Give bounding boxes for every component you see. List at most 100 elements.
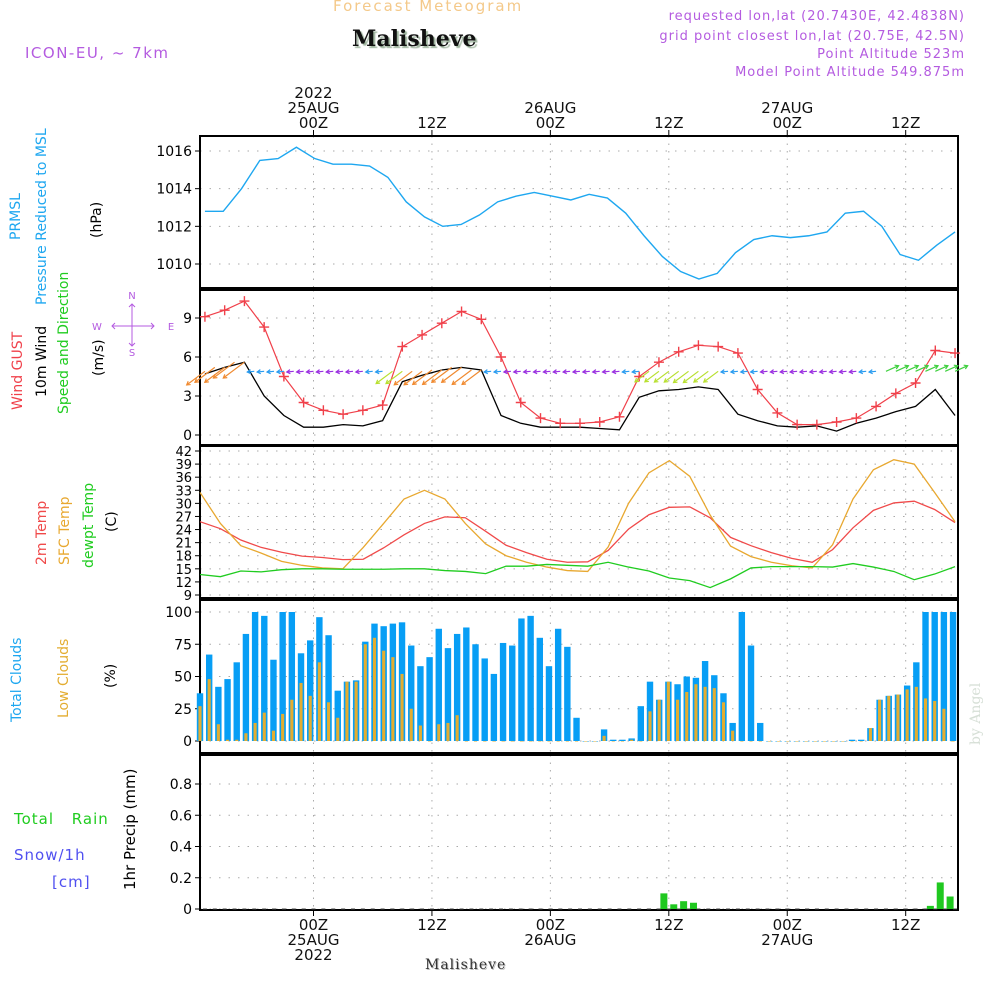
- total-clouds-bar: [949, 612, 957, 741]
- total-clouds-bar: [334, 690, 341, 741]
- wind-arrow-head: [334, 369, 340, 375]
- wind-arrow-head: [532, 369, 538, 375]
- low-clouds-bar: [501, 741, 505, 742]
- gust-marker: [338, 409, 349, 420]
- y-tick-label: 0.4: [170, 840, 192, 856]
- low-clouds-bar: [400, 673, 404, 741]
- total-clouds-bar: [600, 729, 608, 741]
- wind-arrow: [703, 370, 719, 383]
- wind-arrow: [213, 361, 235, 379]
- y-tick-label: 9: [184, 589, 192, 604]
- wind-arrow-head: [512, 369, 518, 375]
- total-clouds-bar: [417, 666, 424, 741]
- wind-arrow: [809, 370, 817, 373]
- wind-arrow-head: [914, 364, 920, 370]
- total-clouds-bar: [472, 644, 479, 741]
- y-tick-label: 1016: [156, 144, 192, 160]
- low-clouds-bar: [574, 741, 579, 742]
- total-clouds-bar: [940, 612, 948, 741]
- total-rain-label: Total Rain: [14, 810, 109, 828]
- low-clouds-bar: [244, 733, 248, 741]
- total-clouds-bar: [848, 739, 856, 741]
- wind-arrow-head: [858, 369, 864, 375]
- wind-arrow: [266, 370, 275, 373]
- wind-arrow-head: [275, 369, 281, 375]
- total-clouds-bar: [858, 739, 865, 741]
- wind-arrow: [634, 370, 650, 383]
- wind-arrow-head: [440, 378, 446, 383]
- wind-arrow: [885, 365, 899, 372]
- wind-arrow-head: [749, 369, 755, 375]
- compass-icon: N S W E: [92, 291, 174, 358]
- wind-arrow-head: [451, 380, 457, 386]
- wind-arrow: [326, 370, 334, 373]
- low-clouds-bar: [345, 681, 349, 741]
- low-clouds-bar: [822, 741, 827, 742]
- low-clouds-bar: [841, 741, 845, 742]
- x-tick-label-bottom: 12Z: [417, 916, 446, 934]
- wind-arrow: [770, 370, 778, 373]
- low-clouds-bar: [253, 722, 257, 741]
- y-tick-label: 12: [175, 576, 192, 591]
- wind-arrow: [375, 370, 393, 385]
- wind-arrow-head: [483, 369, 489, 375]
- wind-arrow: [935, 365, 949, 372]
- wind-arrow-head: [828, 369, 834, 375]
- x-tick-label-bottom: 27AUG: [761, 931, 813, 949]
- low-clouds-bar: [464, 741, 468, 742]
- rain-bar: [680, 901, 688, 909]
- low-clouds-bar: [914, 686, 918, 741]
- low-clouds-bar: [372, 637, 377, 741]
- y-tick-label: 39: [175, 458, 192, 473]
- low-clouds-bar: [611, 741, 615, 742]
- wind-arrow-head: [739, 369, 745, 375]
- x-tick-label-top: 00Z: [536, 114, 565, 132]
- low-clouds-bar: [483, 741, 487, 742]
- gust-marker: [772, 407, 783, 418]
- y-tick-label: 36: [175, 471, 192, 486]
- total-clouds-bar: [435, 628, 442, 741]
- low-clouds-bar: [666, 681, 670, 741]
- total-clouds-bar: [646, 681, 654, 741]
- low-clouds-bar: [437, 724, 441, 741]
- total-clouds-bar: [637, 706, 645, 741]
- total-clouds-bar: [518, 618, 525, 741]
- gust-marker: [259, 322, 270, 333]
- wind-arrow-head: [702, 378, 708, 383]
- wind-arrow: [222, 361, 245, 379]
- x-tick-label-top: 26AUG: [524, 99, 576, 117]
- wind-arrow-head: [421, 380, 427, 386]
- x-tick-label-top: 00Z: [773, 114, 802, 132]
- y-tick-label: 0: [183, 902, 192, 918]
- x-tick-label-bottom: 00Z: [536, 916, 565, 934]
- low-clouds-bar: [767, 741, 771, 742]
- gust-marker: [693, 340, 704, 351]
- gust-marker: [930, 345, 941, 356]
- wind-arrow-head: [808, 369, 814, 375]
- low-clouds-bar: [290, 699, 294, 741]
- chart-title: Malisheve: [352, 26, 477, 52]
- wind-arrow-head: [492, 369, 498, 375]
- low-clouds-bar: [336, 717, 340, 741]
- wind-arrow: [612, 370, 620, 373]
- x-tick-label-top: 12Z: [891, 114, 920, 132]
- total-clouds-bar: [453, 633, 461, 741]
- wind-arrow-head: [904, 364, 910, 370]
- y-tick-label: 1010: [156, 257, 192, 273]
- low-clouds-bar: [455, 715, 459, 741]
- wind-arrow-head: [769, 369, 775, 375]
- gust-marker: [476, 314, 487, 325]
- compass-e: E: [168, 322, 174, 333]
- wind-arrow-head: [393, 380, 399, 386]
- x-tick-label-top: 2022: [294, 84, 332, 102]
- gust-marker: [417, 329, 428, 340]
- low-clouds-bar: [446, 722, 450, 741]
- wind-arrow-head: [924, 364, 930, 370]
- y-tick-label: 42: [175, 445, 192, 460]
- total-clouds-bar: [499, 642, 507, 741]
- wind-arrow: [385, 370, 403, 385]
- wind-arrow-head: [354, 369, 360, 375]
- panel-frame: [199, 754, 959, 911]
- wind-arrow: [422, 369, 443, 385]
- wind-arrow: [503, 370, 511, 373]
